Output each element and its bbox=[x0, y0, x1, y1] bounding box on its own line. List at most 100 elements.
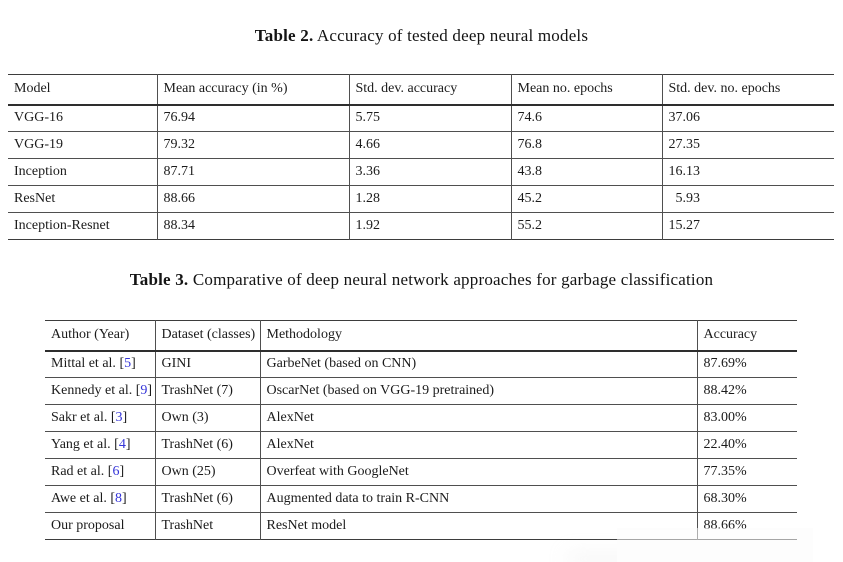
dataset-cell: Own (25) bbox=[154, 458, 260, 486]
table2-accuracy-models: Model Mean accuracy (in %) Std. dev. acc… bbox=[8, 74, 834, 240]
citation-link[interactable]: 6 bbox=[112, 464, 120, 479]
citation-link[interactable]: 3 bbox=[115, 410, 123, 425]
author-text: Mittal et al. bbox=[51, 356, 120, 372]
table2-caption-text: Accuracy of tested deep neural models bbox=[313, 26, 589, 45]
dataset-cell: GINI bbox=[154, 350, 260, 378]
cell-model: ResNet bbox=[14, 191, 56, 206]
cell-std-dev-accuracy: 1.92 bbox=[348, 212, 511, 240]
table2-header: Model Mean accuracy (in %) Std. dev. acc… bbox=[8, 74, 834, 105]
table-row: Rad et al. [6] Own (25) Overfeat with Go… bbox=[45, 458, 797, 486]
author-cell: Yang et al. [4] bbox=[45, 432, 155, 459]
table3-caption-label: Table 3. bbox=[129, 270, 189, 289]
methodology-cell: Augmented data to train R-CNN bbox=[259, 485, 697, 513]
cite-bracket: ] bbox=[147, 383, 153, 398]
cite-bracket: [ bbox=[110, 491, 116, 506]
table-row: VGG-19 79.32 4.66 76.8 27.35 bbox=[8, 131, 834, 159]
cite-bracket: [ bbox=[114, 437, 119, 452]
author-text: Rad et al. bbox=[51, 464, 108, 479]
dataset-cell: TrashNet (6) bbox=[154, 485, 260, 513]
methodology-cell: GarbeNet (based on CNN) bbox=[259, 350, 697, 378]
accuracy-cell: 77.35% bbox=[696, 458, 797, 486]
author-cell: Rad et al. [6] bbox=[45, 459, 155, 486]
cite-bracket: ] bbox=[125, 437, 131, 452]
author-text: Sakr et al. bbox=[51, 410, 111, 425]
cell-std-dev-epochs: 37.06 bbox=[661, 104, 834, 132]
table-row: Yang et al. [4] TrashNet (6) AlexNet 22.… bbox=[45, 431, 797, 459]
author-text: Yang et al. bbox=[51, 437, 115, 452]
col-header-accuracy: Accuracy bbox=[696, 320, 797, 351]
methodology-cell: AlexNet bbox=[259, 431, 697, 459]
cell-std-dev-epochs: 27.35 bbox=[661, 131, 834, 159]
table2-caption: Table 2. Accuracy of tested deep neural … bbox=[0, 26, 843, 46]
accuracy-cell: 87.69% bbox=[696, 350, 797, 378]
table2-body: VGG-16 76.94 5.75 74.6 37.06 VGG-19 79.3… bbox=[8, 104, 834, 240]
table-row: ResNet 88.66 1.28 45.2 5.93 bbox=[8, 185, 834, 213]
col-header-dataset: Dataset (classes) bbox=[154, 320, 260, 351]
dataset-cell: TrashNet (6) bbox=[154, 431, 260, 459]
col-header-author: Author (Year) bbox=[51, 327, 130, 343]
author-text: Our proposal bbox=[51, 518, 125, 533]
author-cell: Awe et al. [8] bbox=[45, 486, 155, 513]
cell-mean-epochs: 43.8 bbox=[510, 158, 662, 186]
col-header-mean-epochs: Mean no. epochs bbox=[510, 74, 662, 105]
methodology-cell: AlexNet bbox=[259, 404, 697, 432]
citation-link[interactable]: 9 bbox=[140, 383, 148, 398]
table3-header: Author (Year) Dataset (classes) Methodol… bbox=[45, 320, 797, 351]
cell-mean-accuracy: 87.71 bbox=[156, 158, 349, 186]
cell-model: VGG-16 bbox=[14, 110, 63, 126]
accuracy-cell: 88.42% bbox=[696, 377, 797, 405]
cite-bracket: [ bbox=[107, 464, 113, 479]
cite-bracket: ] bbox=[122, 491, 127, 506]
table3-body: Mittal et al. [5] GINI GarbeNet (based o… bbox=[45, 350, 797, 540]
table-row: Awe et al. [8] TrashNet (6) Augmented da… bbox=[45, 485, 797, 513]
cite-bracket: ] bbox=[131, 356, 136, 372]
cell-mean-epochs: 45.2 bbox=[510, 185, 662, 213]
cell-model: VGG-19 bbox=[14, 137, 63, 152]
cell-mean-epochs: 74.6 bbox=[510, 104, 662, 132]
cell-std-dev-accuracy: 3.36 bbox=[348, 158, 511, 186]
accuracy-cell: 22.40% bbox=[696, 431, 797, 459]
citation-link[interactable]: 8 bbox=[115, 491, 123, 506]
accuracy-cell: 68.30% bbox=[696, 485, 797, 513]
table2-header-row: Model Mean accuracy (in %) Std. dev. acc… bbox=[8, 74, 834, 105]
table-row: Sakr et al. [3] Own (3) AlexNet 83.00% bbox=[45, 404, 797, 432]
cell-std-dev-accuracy: 1.28 bbox=[348, 185, 511, 213]
cite-bracket: ] bbox=[122, 410, 128, 425]
table-row: Mittal et al. [5] GINI GarbeNet (based o… bbox=[45, 350, 797, 378]
citation-link[interactable]: 5 bbox=[124, 356, 132, 372]
col-header-std-dev-epochs: Std. dev. no. epochs bbox=[661, 74, 834, 105]
dataset-cell: Own (3) bbox=[154, 404, 260, 432]
cell-mean-accuracy: 88.34 bbox=[156, 212, 349, 240]
col-header-methodology: Methodology bbox=[259, 320, 697, 351]
table-row: VGG-16 76.94 5.75 74.6 37.06 bbox=[8, 104, 834, 132]
cell-std-dev-accuracy: 5.75 bbox=[348, 104, 511, 132]
author-text: Kennedy et al. bbox=[51, 383, 136, 398]
citation-link[interactable]: 4 bbox=[118, 437, 126, 452]
table-row: Inception-Resnet 88.34 1.92 55.2 15.27 bbox=[8, 212, 834, 240]
methodology-cell: ResNet model bbox=[259, 512, 697, 540]
cell-model: Inception-Resnet bbox=[14, 218, 110, 233]
table-row: Our proposal TrashNet ResNet model 88.66… bbox=[45, 512, 797, 540]
author-cell: Sakr et al. [3] bbox=[45, 405, 155, 432]
author-cell: Our proposal bbox=[45, 513, 155, 540]
table3-caption: Table 3. Comparative of deep neural netw… bbox=[0, 270, 843, 290]
cell-std-dev-epochs: 15.27 bbox=[661, 212, 834, 240]
dataset-cell: TrashNet bbox=[154, 512, 260, 540]
cite-bracket: [ bbox=[135, 383, 141, 398]
col-header-model: Model bbox=[14, 81, 51, 97]
cell-mean-epochs: 76.8 bbox=[510, 131, 662, 159]
cite-bracket: [ bbox=[110, 410, 116, 425]
author-text: Awe et al. bbox=[51, 491, 111, 506]
cell-std-dev-epochs: 5.93 bbox=[661, 185, 834, 213]
accuracy-cell: 88.66% bbox=[696, 512, 797, 540]
cell-mean-accuracy: 88.66 bbox=[156, 185, 349, 213]
cell-model: Inception bbox=[14, 164, 67, 179]
cell-std-dev-epochs: 16.13 bbox=[661, 158, 834, 186]
accuracy-cell: 83.00% bbox=[696, 404, 797, 432]
cite-bracket: ] bbox=[119, 464, 125, 479]
author-cell: Kennedy et al. [9] bbox=[45, 378, 155, 405]
cell-mean-accuracy: 79.32 bbox=[156, 131, 349, 159]
methodology-cell: OscarNet (based on VGG-19 pretrained) bbox=[259, 377, 697, 405]
dataset-cell: TrashNet (7) bbox=[154, 377, 260, 405]
